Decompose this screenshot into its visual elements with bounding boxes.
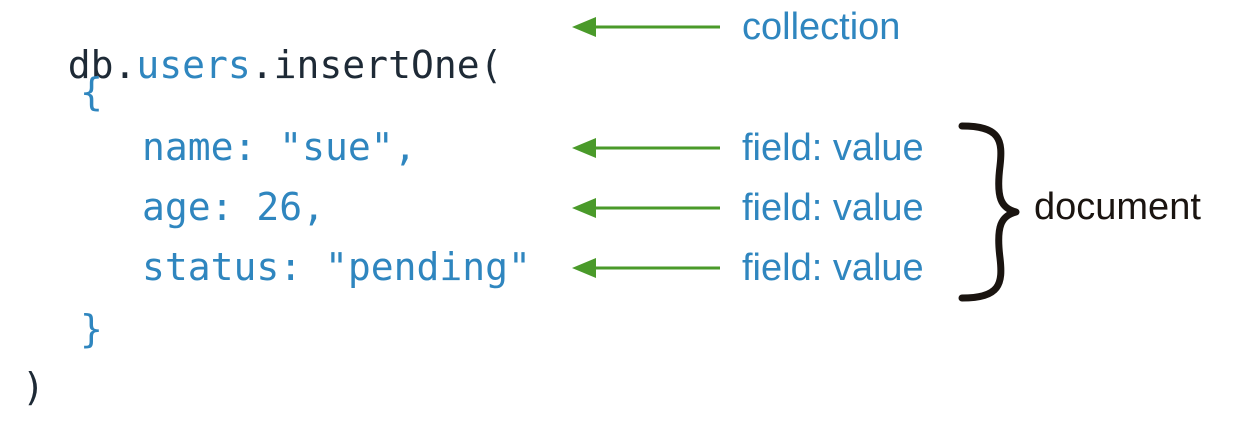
code-close-paren: )	[22, 365, 45, 409]
code-line-insert: db.users.insertOne(	[22, 8, 503, 87]
arrow-field-name	[572, 138, 720, 158]
code-field-status: status: "pending"	[142, 245, 531, 289]
curly-brace-document	[958, 122, 1020, 302]
label-field-value-2: field: value	[742, 187, 924, 229]
code-field-name: name: "sue",	[142, 125, 417, 169]
db-token: db.	[67, 43, 137, 87]
insert-method-token: .insertOne(	[250, 43, 503, 87]
label-field-value-3: field: value	[742, 247, 924, 289]
label-field-value-1: field: value	[742, 127, 924, 169]
code-open-brace: {	[80, 70, 103, 114]
code-close-brace: }	[80, 307, 103, 351]
arrow-field-status	[572, 258, 720, 278]
collection-token: users	[136, 43, 251, 87]
code-field-age: age: 26,	[142, 185, 326, 229]
label-collection: collection	[742, 6, 901, 48]
arrow-collection	[572, 17, 720, 37]
label-document: document	[1034, 186, 1201, 228]
arrow-field-age	[572, 198, 720, 218]
